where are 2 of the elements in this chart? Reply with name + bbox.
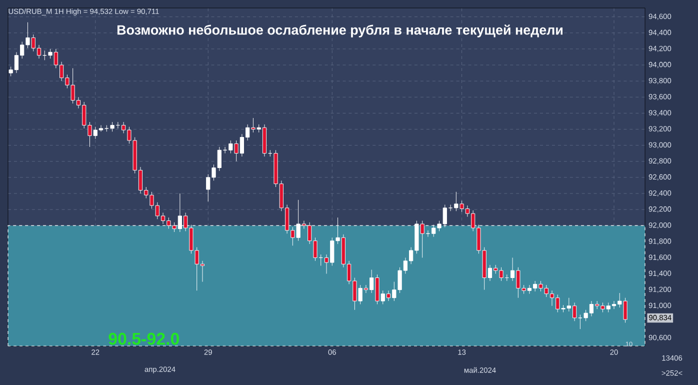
text: Возможно небольшое ослабление рубля в начале текущей недели xyxy=(117,24,562,38)
band-label: 90.5-92.0 xyxy=(108,332,179,345)
